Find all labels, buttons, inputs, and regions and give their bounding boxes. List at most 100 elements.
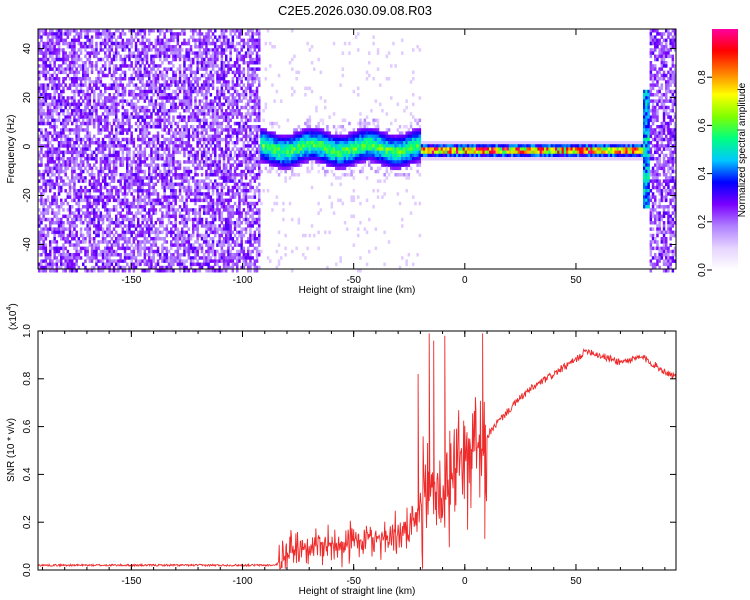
heatmap-cell bbox=[178, 269, 182, 273]
heatmap-cell bbox=[222, 112, 226, 116]
heatmap-cell bbox=[86, 57, 89, 62]
heatmap-cell bbox=[71, 211, 74, 215]
heatmap-cell bbox=[66, 57, 70, 62]
heatmap-cell bbox=[110, 83, 114, 87]
heatmap-cell bbox=[227, 224, 230, 228]
heatmap-cell bbox=[205, 198, 208, 203]
heatmap-cell bbox=[165, 240, 169, 244]
heatmap-cell bbox=[156, 233, 160, 238]
heatmap-cell bbox=[218, 160, 221, 164]
heatmap-cell bbox=[64, 144, 67, 148]
heatmap-cell bbox=[77, 35, 81, 39]
heatmap-cell bbox=[185, 48, 188, 52]
heatmap-cell bbox=[167, 230, 171, 235]
heatmap-cell bbox=[95, 262, 98, 267]
heatmap-cell bbox=[174, 48, 177, 52]
heatmap-cell bbox=[154, 80, 158, 84]
heatmap-cell bbox=[117, 259, 120, 263]
heatmap-cell bbox=[51, 230, 54, 235]
heatmap-cell bbox=[229, 224, 232, 228]
heatmap-cell bbox=[86, 45, 89, 49]
heatmap-cell bbox=[99, 48, 103, 52]
heatmap-cell bbox=[117, 224, 120, 228]
heatmap-cell bbox=[176, 131, 180, 135]
heatmap-cell bbox=[240, 176, 243, 180]
heatmap-cell bbox=[207, 48, 210, 52]
heatmap-cell bbox=[238, 99, 241, 103]
heatmap-cell bbox=[108, 259, 111, 263]
heatmap-cell bbox=[115, 269, 118, 273]
heatmap-cell bbox=[112, 157, 116, 161]
heatmap-cell bbox=[123, 189, 127, 193]
heatmap-cell bbox=[145, 83, 149, 87]
heatmap-cell bbox=[82, 189, 85, 193]
heatmap-cell bbox=[211, 150, 215, 155]
heatmap-cell bbox=[214, 179, 217, 183]
heatmap-cell bbox=[238, 32, 241, 36]
heatmap-cell bbox=[66, 259, 70, 263]
heatmap-cell bbox=[145, 246, 149, 251]
heatmap-cell bbox=[161, 93, 164, 97]
heatmap-cell bbox=[192, 131, 195, 135]
heatmap-cell bbox=[222, 35, 226, 39]
heatmap-cell bbox=[163, 67, 166, 71]
heatmap-cell bbox=[194, 128, 197, 132]
heatmap-cell bbox=[214, 61, 217, 65]
heatmap-cell bbox=[152, 102, 155, 107]
heatmap-cell bbox=[108, 214, 111, 219]
heatmap-cell bbox=[220, 217, 224, 222]
heatmap-cell bbox=[152, 243, 155, 247]
heatmap-cell bbox=[119, 233, 122, 238]
heatmap-cell bbox=[229, 125, 232, 129]
heatmap-cell bbox=[231, 99, 235, 103]
heatmap-cell bbox=[240, 182, 243, 187]
heatmap-cell bbox=[236, 105, 239, 110]
heatmap-cell bbox=[225, 224, 228, 228]
heatmap-cell bbox=[209, 109, 213, 113]
heatmap-cell bbox=[75, 233, 78, 238]
heatmap-cell bbox=[53, 211, 56, 215]
heatmap-cell bbox=[176, 86, 180, 91]
heatmap-cell bbox=[42, 214, 45, 219]
heatmap-cell bbox=[44, 211, 48, 215]
heatmap-cell bbox=[71, 128, 74, 132]
heatmap-cell bbox=[110, 48, 114, 52]
heatmap-cell bbox=[123, 32, 127, 36]
heatmap-cell bbox=[93, 125, 96, 129]
heatmap-cell bbox=[38, 237, 41, 241]
heatmap-cell bbox=[40, 163, 43, 167]
heatmap-cell bbox=[57, 192, 61, 196]
heatmap-cell bbox=[49, 157, 52, 161]
heatmap-cell bbox=[42, 54, 45, 59]
heatmap-cell bbox=[40, 157, 43, 161]
heatmap-cell bbox=[110, 179, 114, 183]
heatmap-cell bbox=[209, 246, 213, 251]
heatmap-cell bbox=[251, 32, 254, 36]
heatmap-cell bbox=[93, 102, 96, 107]
heatmap-cell bbox=[97, 173, 100, 177]
heatmap-cell bbox=[207, 105, 210, 110]
heatmap-cell bbox=[77, 112, 81, 116]
heatmap-cell bbox=[200, 93, 204, 97]
heatmap-cell bbox=[90, 205, 94, 209]
heatmap-cell bbox=[110, 86, 114, 91]
heatmap-cell bbox=[130, 131, 133, 135]
heatmap-cell bbox=[53, 105, 56, 110]
heatmap-cell bbox=[198, 118, 202, 123]
heatmap-cell bbox=[93, 256, 96, 260]
heatmap-cell bbox=[216, 93, 219, 97]
heatmap-cell bbox=[161, 41, 164, 46]
heatmap-cell bbox=[148, 233, 151, 238]
heatmap-cell bbox=[62, 125, 65, 129]
heatmap-cell bbox=[40, 35, 43, 39]
heatmap-cell bbox=[216, 51, 219, 55]
heatmap-cell bbox=[75, 105, 78, 110]
heatmap-cell bbox=[244, 128, 248, 132]
heatmap-cell bbox=[121, 86, 125, 91]
heatmap-cell bbox=[174, 121, 177, 126]
heatmap-cell bbox=[249, 253, 252, 257]
heatmap-cell bbox=[121, 269, 125, 273]
heatmap-cell bbox=[249, 182, 252, 187]
heatmap-cell bbox=[132, 109, 136, 113]
